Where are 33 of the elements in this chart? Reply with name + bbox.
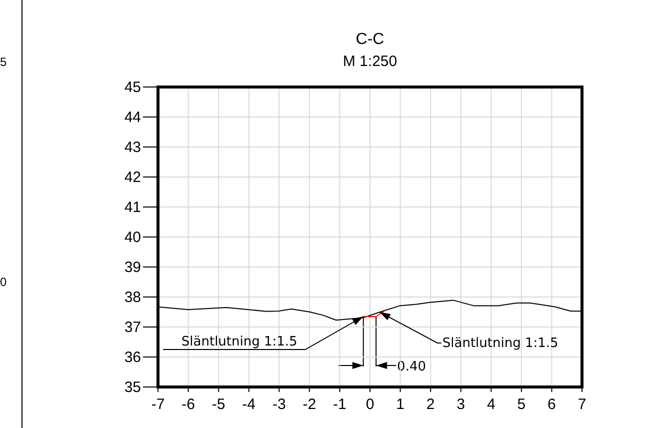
y-tick-label: 38 [124, 289, 141, 306]
x-tick-label: -1 [333, 396, 346, 413]
y-tick-label: 39 [124, 259, 141, 276]
text: 0 [0, 275, 7, 289]
annotation: 0.40 [397, 360, 426, 374]
x-tick-label: 5 [517, 396, 526, 413]
x-tick-label: -7 [151, 396, 165, 413]
x-tick-label: -5 [212, 396, 226, 413]
x-tick-label: 6 [548, 396, 556, 413]
chart-subtitle: M 1:250 [342, 53, 398, 70]
y-tick-label: 41 [124, 199, 141, 216]
x-tick-label: 7 [578, 396, 586, 413]
y-tick-label: 45 [124, 79, 141, 96]
y-tick-label: 35 [124, 379, 141, 396]
x-tick-label: 1 [396, 396, 404, 413]
x-tick-label: -2 [302, 396, 316, 413]
y-tick-label: 42 [124, 169, 141, 186]
text: 5 [0, 55, 7, 69]
annotation: Släntlutning 1:1.5 [181, 334, 298, 350]
y-tick-label: 36 [124, 349, 141, 366]
x-tick-label: 3 [456, 396, 466, 413]
y-tick-label: 43 [124, 139, 141, 156]
x-tick-label: -3 [272, 396, 286, 413]
y-tick-label: 44 [124, 109, 141, 126]
annotation: Släntlutning 1:1.5 [442, 336, 558, 351]
x-tick-label: -6 [182, 396, 195, 413]
chart-title: C-C [356, 31, 384, 48]
x-tick-label: 4 [486, 396, 496, 413]
y-tick-label: 37 [124, 319, 141, 336]
x-tick-label: -4 [242, 396, 256, 413]
x-tick-label: 0 [366, 396, 374, 413]
y-tick-label: 40 [124, 229, 141, 246]
x-tick-label: 2 [426, 396, 435, 413]
